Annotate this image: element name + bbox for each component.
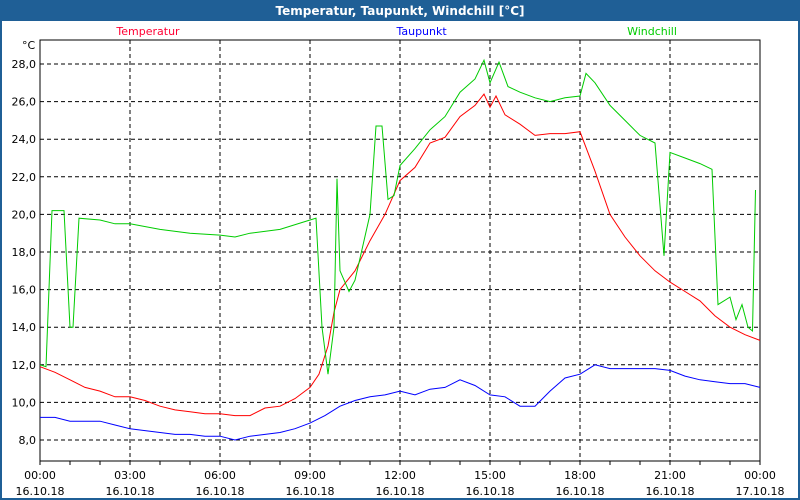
legend-windchill: Windchill bbox=[627, 25, 677, 38]
x-tick-date: 16.10.18 bbox=[196, 485, 245, 498]
x-tick-date: 16.10.18 bbox=[106, 485, 155, 498]
y-tick-label: 16,0 bbox=[12, 284, 37, 297]
y-tick-label: 10,0 bbox=[12, 396, 37, 409]
y-tick-label: 8,0 bbox=[19, 434, 37, 447]
x-tick-time: 18:00 bbox=[564, 469, 596, 482]
x-tick-date: 17.10.18 bbox=[736, 485, 785, 498]
x-tick-time: 06:00 bbox=[204, 469, 236, 482]
legend-taupunkt: Taupunkt bbox=[395, 25, 447, 38]
x-tick-date: 16.10.18 bbox=[286, 485, 335, 498]
x-tick-time: 15:00 bbox=[474, 469, 506, 482]
y-axis-unit: °C bbox=[22, 39, 36, 52]
y-tick-label: 20,0 bbox=[12, 208, 37, 221]
y-tick-label: 18,0 bbox=[12, 246, 37, 259]
x-tick-time: 00:00 bbox=[744, 469, 776, 482]
window-title: Temperatur, Taupunkt, Windchill [°C] bbox=[2, 2, 798, 21]
series-line-temperatur bbox=[39, 93, 761, 417]
plot-frame bbox=[39, 39, 761, 462]
x-tick-time: 03:00 bbox=[114, 469, 146, 482]
y-tick-label: 24,0 bbox=[12, 133, 37, 146]
series-line-taupunkt bbox=[40, 364, 761, 441]
x-tick-date: 16.10.18 bbox=[646, 485, 695, 498]
y-tick-label: 28,0 bbox=[12, 58, 37, 71]
x-tick-date: 16.10.18 bbox=[556, 485, 605, 498]
x-tick-date: 16.10.18 bbox=[466, 485, 515, 498]
y-tick-label: 12,0 bbox=[12, 359, 37, 372]
x-tick-time: 00:00 bbox=[24, 469, 56, 482]
y-tick-label: 14,0 bbox=[12, 321, 37, 334]
x-tick-time: 12:00 bbox=[384, 469, 416, 482]
x-tick-date: 16.10.18 bbox=[376, 485, 425, 498]
x-tick-time: 21:00 bbox=[654, 469, 686, 482]
legend-temperatur: Temperatur bbox=[115, 25, 180, 38]
y-tick-label: 22,0 bbox=[12, 171, 37, 184]
x-tick-time: 09:00 bbox=[294, 469, 326, 482]
x-tick-date: 16.10.18 bbox=[16, 485, 65, 498]
y-tick-label: 26,0 bbox=[12, 96, 37, 109]
series-line-windchill bbox=[39, 58, 756, 375]
